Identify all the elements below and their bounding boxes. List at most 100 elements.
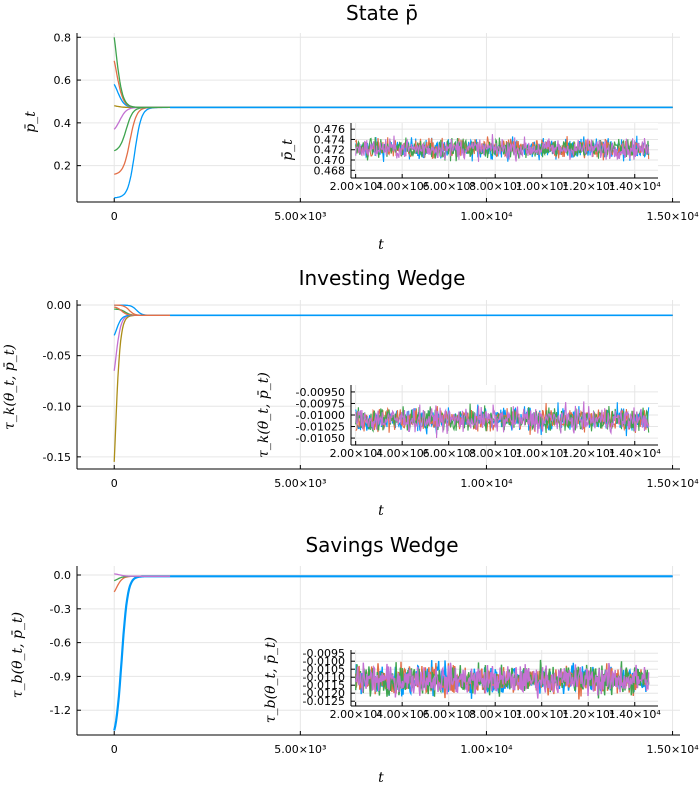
y-tick-label: -0.15 — [43, 451, 71, 464]
x-tick-label: 1.00×10⁴ — [516, 708, 569, 721]
y-tick-label: -0.0125 — [303, 695, 345, 708]
y-tick-label: -0.6 — [50, 637, 71, 650]
series-line — [113, 83, 673, 109]
inset-y-axis-label: p̄_t — [280, 139, 296, 161]
y-tick-label: 0.2 — [54, 160, 72, 173]
series-line — [113, 60, 673, 109]
x-tick-label: 2.00×10³ — [330, 708, 382, 721]
panel-investing: Investing Wedge 0 5.00×10³ 1.00×10⁴ 1.50×10… — [2, 266, 699, 519]
x-tick-label: 1.00×10⁴ — [460, 743, 513, 756]
x-tick-label: 0 — [111, 210, 118, 223]
x-tick-label: 8.00×10³ — [469, 708, 521, 721]
x-tick-label: 4.00×10³ — [376, 447, 428, 460]
inset-series-lines — [355, 401, 650, 439]
series-line — [114, 304, 673, 316]
series-line — [113, 314, 673, 371]
x-tick-label: 2.00×10³ — [330, 180, 382, 193]
y-tick-label: -0.0095 — [303, 647, 345, 660]
x-tick-label: 0 — [111, 743, 118, 756]
x-tick-label: 1.50×10⁴ — [646, 743, 699, 756]
y-tick-label: 0.472 — [314, 144, 346, 157]
inset-y-axis-label: τ_k(θ_t, p̄_t) — [256, 372, 272, 458]
x-axis-label: t — [378, 503, 384, 519]
x-axis-label: t — [378, 770, 384, 786]
y-tick-label: 0.4 — [54, 117, 72, 130]
x-tick-label: 0 — [111, 477, 118, 490]
inset-plot-savings: 2.00×10³4.00×10³6.00×10³8.00×10³1.00×10⁴… — [303, 647, 662, 721]
x-tick-label: 4.00×10³ — [376, 708, 428, 721]
series-line — [114, 308, 673, 316]
y-tick-label: -0.10 — [43, 400, 71, 413]
x-tick-label: 6.00×10³ — [423, 447, 475, 460]
x-tick-label: 1.00×10⁴ — [460, 477, 513, 490]
series-line — [114, 304, 673, 316]
inset-y-axis-label: τ_b(θ_t, p̄_t) — [263, 637, 279, 723]
x-tick-label: 1.20×10⁴ — [562, 447, 615, 460]
y-tick-label: -0.01025 — [296, 421, 345, 434]
y-tick-label: -1.2 — [50, 704, 71, 717]
y-tick-label: 0.0 — [54, 569, 72, 582]
y-tick-label: -0.00950 — [296, 386, 345, 399]
x-tick-label: 6.00×10³ — [423, 180, 475, 193]
y-tick-label: 0.470 — [314, 154, 346, 167]
y-axis-label: τ_k(θ_t, p̄_t) — [2, 344, 18, 430]
series-lines — [113, 37, 673, 199]
x-tick-label: 1.50×10⁴ — [646, 210, 699, 223]
x-tick-label: 8.00×10³ — [469, 180, 521, 193]
x-tick-label: 1.40×10⁴ — [609, 708, 662, 721]
x-tick-label: 2.00×10³ — [330, 447, 382, 460]
y-tick-label: -0.01000 — [296, 409, 345, 422]
x-tick-label: 4.00×10³ — [376, 180, 428, 193]
y-tick-label: -0.0110 — [303, 671, 345, 684]
chart-title: Savings Wedge — [305, 533, 458, 557]
inset-series-line — [355, 134, 650, 162]
series-line — [113, 37, 673, 109]
x-tick-label: 5.00×10³ — [274, 210, 326, 223]
inset-plot-investing: 2.00×10³4.00×10³6.00×10³8.00×10³1.00×10⁴… — [296, 385, 662, 460]
x-tick-label: 1.20×10⁴ — [562, 708, 615, 721]
series-lines — [113, 573, 673, 731]
chart-title: State p̄ — [346, 1, 418, 25]
y-tick-label: -0.0100 — [303, 655, 345, 668]
y-tick-label: 0.468 — [314, 164, 346, 177]
x-axis-label: t — [378, 237, 384, 253]
series-line — [113, 575, 673, 593]
inset-series-line — [355, 401, 650, 439]
chart-title: Investing Wedge — [299, 266, 466, 290]
x-tick-label: 1.40×10⁴ — [609, 180, 662, 193]
y-tick-label: -0.9 — [50, 670, 71, 683]
series-line — [113, 314, 673, 336]
y-tick-label: 0.6 — [54, 74, 72, 87]
panel-savings: Savings Wedge 0 5.00×10³ 1.00×10⁴ 1.50×10⁴0… — [10, 533, 699, 786]
x-tick-label: 8.00×10³ — [469, 447, 521, 460]
y-tick-label: -0.0115 — [303, 679, 345, 692]
inset-series-line — [355, 662, 650, 699]
x-tick-label: 6.00×10³ — [423, 708, 475, 721]
x-tick-label: 1.00×10⁴ — [516, 447, 569, 460]
inset-plot-state: 2.00×10³4.00×10³6.00×10³8.00×10³1.00×10⁴… — [314, 123, 662, 193]
inset-series-lines — [355, 134, 650, 162]
y-axis-label: p̄_t — [23, 111, 39, 133]
y-axis-label: τ_b(θ_t, p̄_t) — [10, 612, 26, 698]
y-tick-label: -0.0105 — [303, 663, 345, 676]
series-lines — [113, 304, 673, 462]
series-line — [114, 306, 673, 316]
main-plot-investing: 0 5.00×10³ 1.00×10⁴ 1.50×10⁴ 0.00 -0.05 -0.10 -… — [43, 299, 699, 490]
y-tick-label: 0.474 — [314, 133, 346, 146]
y-tick-label: -0.3 — [50, 603, 71, 616]
y-tick-label: 0.8 — [54, 31, 72, 44]
inset-series-lines — [355, 659, 650, 700]
y-tick-label: -0.0120 — [303, 687, 345, 700]
x-tick-label: 5.00×10³ — [274, 477, 326, 490]
y-tick-label: -0.05 — [43, 350, 71, 363]
x-tick-label: 5.00×10³ — [274, 743, 326, 756]
y-tick-label: -0.00975 — [296, 397, 345, 410]
x-tick-label: 1.50×10⁴ — [646, 477, 699, 490]
x-tick-label: 1.20×10⁴ — [562, 180, 615, 193]
y-tick-label: 0.476 — [314, 123, 346, 136]
main-plot-savings: 0 5.00×10³ 1.00×10⁴ 1.50×10⁴ 0.0 -0.3 -0.6 -0.9… — [50, 566, 699, 756]
panel-state: State p̄ 0 5.00×10³ 1.00×10⁴ 1.50×10⁴ 0.2 0.4… — [23, 1, 699, 253]
x-tick-label: 1.40×10⁴ — [609, 447, 662, 460]
y-tick-label: 0.00 — [47, 299, 72, 312]
